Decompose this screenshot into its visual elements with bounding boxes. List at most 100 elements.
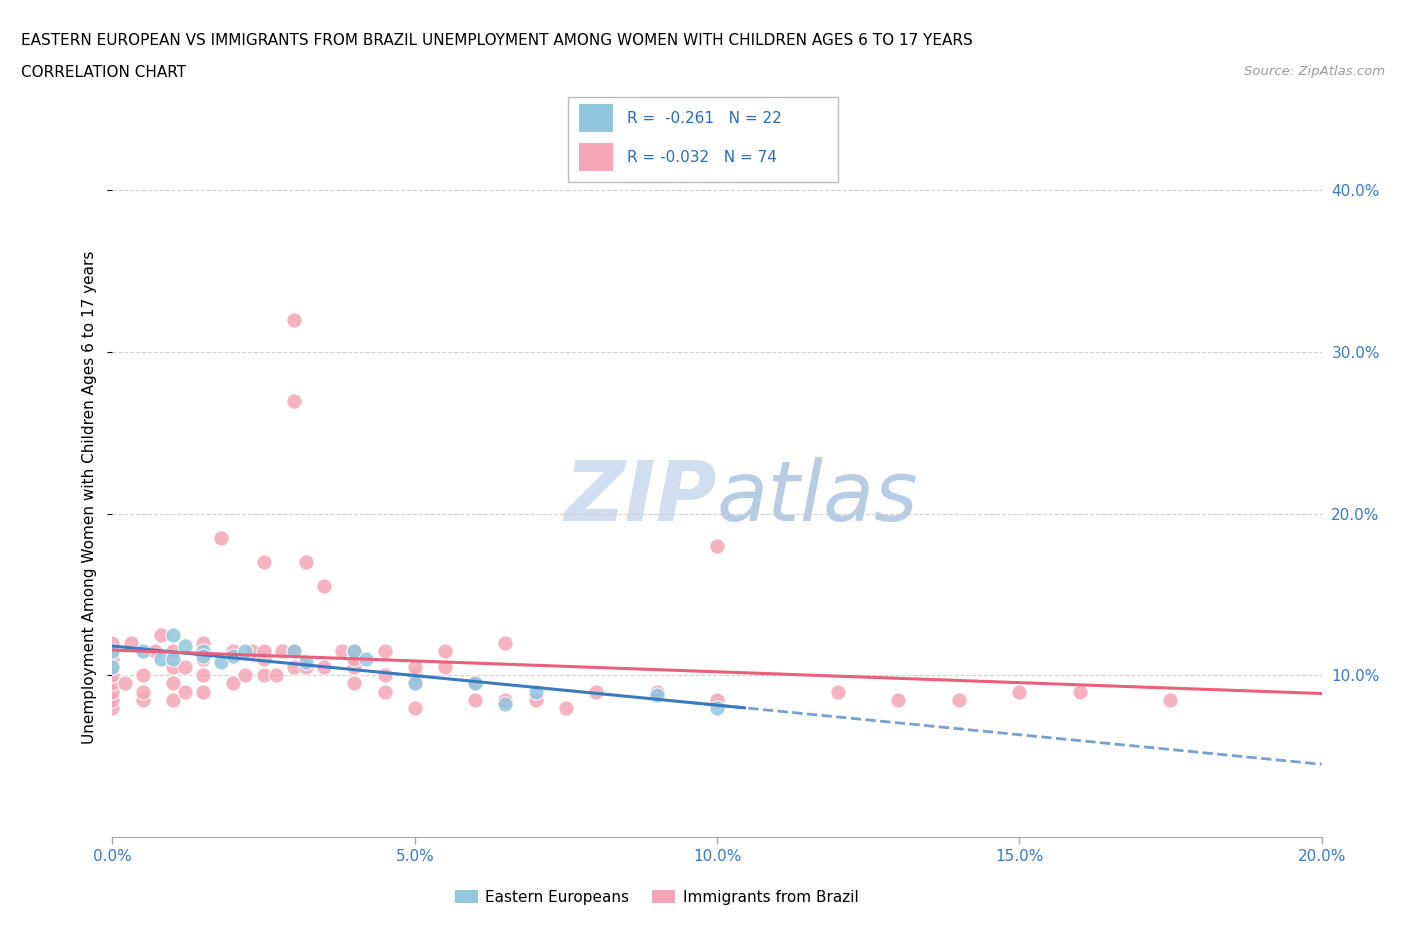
Point <box>101 660 124 675</box>
Point <box>404 700 426 715</box>
Point <box>343 676 366 691</box>
Point <box>645 684 668 699</box>
Point <box>132 684 155 699</box>
Point <box>585 684 607 699</box>
Point <box>330 644 353 658</box>
Text: R =  -0.261   N = 22: R = -0.261 N = 22 <box>627 111 782 126</box>
Point <box>343 644 366 658</box>
Point <box>174 660 197 675</box>
Point <box>264 668 287 683</box>
Point <box>253 555 276 570</box>
Point <box>404 660 426 675</box>
FancyBboxPatch shape <box>568 97 838 182</box>
Point <box>162 628 184 643</box>
Point <box>404 676 426 691</box>
Point <box>162 652 184 667</box>
Point <box>162 692 184 707</box>
Point <box>295 555 318 570</box>
Point <box>101 692 124 707</box>
Point <box>235 644 257 658</box>
Text: Source: ZipAtlas.com: Source: ZipAtlas.com <box>1244 65 1385 78</box>
Point <box>132 668 155 683</box>
Point <box>101 644 124 658</box>
Point <box>374 684 396 699</box>
Point <box>191 668 214 683</box>
Point <box>645 687 668 702</box>
Point <box>149 628 172 643</box>
Point <box>162 676 184 691</box>
Point <box>495 635 517 650</box>
Text: R = -0.032   N = 74: R = -0.032 N = 74 <box>627 150 778 165</box>
Point <box>253 668 276 683</box>
Point <box>464 692 486 707</box>
Text: ZIP: ZIP <box>564 457 717 538</box>
Point <box>174 684 197 699</box>
Point <box>356 652 378 667</box>
Point <box>240 644 263 658</box>
Point <box>132 644 155 658</box>
Point <box>101 676 124 691</box>
Point <box>191 684 214 699</box>
Point <box>101 700 124 715</box>
Point <box>1159 692 1181 707</box>
Point <box>343 652 366 667</box>
Point <box>374 668 396 683</box>
Point <box>283 660 305 675</box>
Point <box>314 660 336 675</box>
Point <box>253 644 276 658</box>
Point <box>174 639 197 654</box>
Point <box>222 648 245 663</box>
Point <box>283 312 305 327</box>
Point <box>404 668 426 683</box>
FancyBboxPatch shape <box>579 104 613 132</box>
Point <box>295 660 318 675</box>
Point <box>143 644 166 658</box>
Point <box>191 644 214 658</box>
Point <box>1008 684 1031 699</box>
Point <box>495 697 517 711</box>
Point <box>191 635 214 650</box>
Point <box>101 652 124 667</box>
Legend: Eastern Europeans, Immigrants from Brazil: Eastern Europeans, Immigrants from Brazi… <box>449 884 865 910</box>
Point <box>120 635 142 650</box>
Point <box>464 676 486 691</box>
Point <box>101 684 124 699</box>
Y-axis label: Unemployment Among Women with Children Ages 6 to 17 years: Unemployment Among Women with Children A… <box>82 251 97 744</box>
Point <box>706 692 728 707</box>
Point <box>464 676 486 691</box>
Point <box>235 668 257 683</box>
Point <box>162 644 184 658</box>
Point <box>101 660 124 675</box>
Point <box>101 635 124 650</box>
Point <box>149 652 172 667</box>
Point <box>495 692 517 707</box>
Point <box>295 655 318 670</box>
Text: CORRELATION CHART: CORRELATION CHART <box>21 65 186 80</box>
Point <box>554 700 576 715</box>
Point <box>314 579 336 594</box>
Point <box>343 644 366 658</box>
Point <box>433 644 456 658</box>
Point <box>209 530 232 545</box>
Point <box>524 692 547 707</box>
Point <box>191 652 214 667</box>
Point <box>524 684 547 699</box>
Point <box>222 644 245 658</box>
Point <box>1069 684 1091 699</box>
FancyBboxPatch shape <box>579 143 613 171</box>
Point <box>222 676 245 691</box>
Point <box>404 676 426 691</box>
Point <box>433 660 456 675</box>
Point <box>114 676 136 691</box>
Point <box>948 692 970 707</box>
Point <box>706 700 728 715</box>
Point <box>270 644 292 658</box>
Point <box>887 692 910 707</box>
Point <box>101 668 124 683</box>
Point <box>253 652 276 667</box>
Text: atlas: atlas <box>717 457 918 538</box>
Point <box>374 644 396 658</box>
Point <box>706 538 728 553</box>
Point <box>209 655 232 670</box>
Point <box>191 648 214 663</box>
